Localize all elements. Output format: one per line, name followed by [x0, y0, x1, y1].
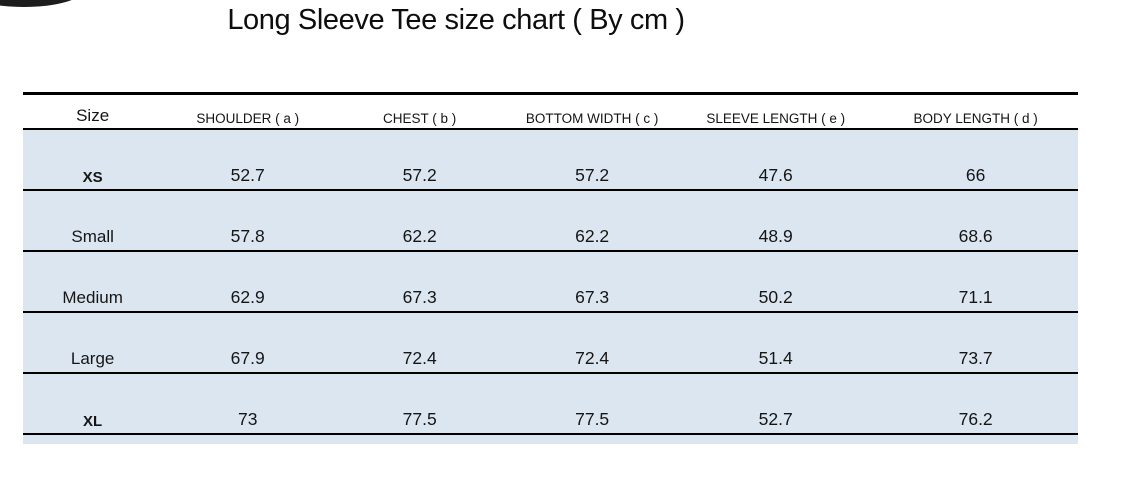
page-title: Long Sleeve Tee size chart ( By cm )	[227, 4, 685, 36]
cell-body-length: 66	[873, 129, 1078, 191]
cell-body-length: 73.7	[873, 312, 1078, 374]
column-header-sleeve-length: SLEEVE LENGTH ( e )	[678, 93, 874, 130]
size-label: Large	[23, 312, 163, 374]
cell-chest: 62.2	[333, 190, 507, 252]
cell-chest: 67.3	[333, 251, 507, 313]
table-row-xl: XL 73 77.5 77.5 52.7 76.2	[23, 373, 1078, 435]
size-label: Small	[23, 190, 163, 252]
size-chart-table: Size SHOULDER ( a ) CHEST ( b ) BOTTOM W…	[23, 92, 1078, 435]
header-row: Size SHOULDER ( a ) CHEST ( b ) BOTTOM W…	[23, 93, 1078, 130]
cell-body-length: 76.2	[873, 373, 1078, 435]
cell-bottom-width: 67.3	[506, 251, 679, 313]
size-label: XS	[23, 129, 163, 191]
cell-body-length: 71.1	[873, 251, 1078, 313]
column-header-body-length: BODY LENGTH ( d )	[873, 93, 1078, 130]
cell-sleeve-length: 48.9	[678, 190, 874, 252]
table-row-xs: XS 52.7 57.2 57.2 47.6 66	[23, 129, 1078, 191]
cell-sleeve-length: 47.6	[678, 129, 874, 191]
cell-shoulder: 52.7	[162, 129, 334, 191]
corner-artifact	[0, 0, 83, 7]
cell-shoulder: 67.9	[162, 312, 334, 374]
cell-shoulder: 62.9	[162, 251, 334, 313]
cell-chest: 57.2	[333, 129, 507, 191]
table-row-medium: Medium 62.9 67.3 67.3 50.2 71.1	[23, 251, 1078, 313]
column-header-bottom-width: BOTTOM WIDTH ( c )	[506, 93, 679, 130]
cell-sleeve-length: 52.7	[678, 373, 874, 435]
size-label: Medium	[23, 251, 163, 313]
column-header-shoulder: SHOULDER ( a )	[162, 93, 334, 130]
cell-bottom-width: 72.4	[506, 312, 679, 374]
cell-sleeve-length: 51.4	[678, 312, 874, 374]
cell-shoulder: 57.8	[162, 190, 334, 252]
cell-sleeve-length: 50.2	[678, 251, 874, 313]
cell-body-length: 68.6	[873, 190, 1078, 252]
size-chart-table-container: Size SHOULDER ( a ) CHEST ( b ) BOTTOM W…	[23, 92, 1078, 444]
cell-bottom-width: 62.2	[506, 190, 679, 252]
title-container: Long Sleeve Tee size chart ( By cm )	[0, 4, 912, 37]
table-row-large: Large 67.9 72.4 72.4 51.4 73.7	[23, 312, 1078, 374]
cell-bottom-width: 77.5	[506, 373, 679, 435]
column-header-chest: CHEST ( b )	[333, 93, 507, 130]
cell-bottom-width: 57.2	[506, 129, 679, 191]
cell-shoulder: 73	[162, 373, 334, 435]
cell-chest: 72.4	[333, 312, 507, 374]
column-header-size: Size	[23, 93, 163, 130]
cell-chest: 77.5	[333, 373, 507, 435]
size-label: XL	[23, 373, 163, 435]
table-row-small: Small 57.8 62.2 62.2 48.9 68.6	[23, 190, 1078, 252]
table-bottom-strip	[23, 435, 1078, 444]
